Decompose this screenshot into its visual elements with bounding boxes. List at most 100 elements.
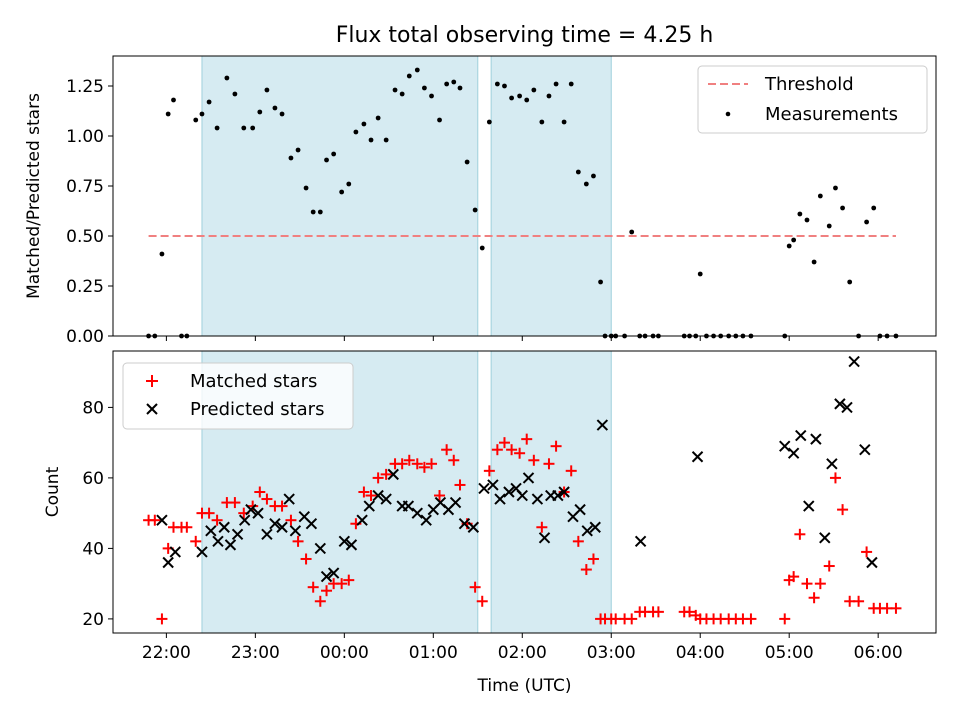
matched-star-point-40 — [441, 444, 453, 456]
bottom-panel: 20 40 60 80 22:00 23:00 00:00 01:00 02:00 03:00 0… — [43, 350, 937, 696]
matched-star-point-30 — [365, 490, 377, 502]
predicted-star-point-60 — [795, 429, 807, 442]
measurement-point-20 — [295, 147, 301, 153]
predicted-legend-label: Predicted stars — [190, 399, 324, 420]
predicted-star-point-49 — [552, 489, 564, 502]
matched-star-point-38 — [426, 458, 438, 470]
matched-star-point-86 — [801, 578, 813, 590]
matched-star-point-84 — [788, 571, 800, 583]
measurement-point-35 — [406, 73, 412, 79]
matched-star-point-20 — [292, 535, 304, 547]
matched-star-point-82 — [779, 613, 791, 625]
predicted-star-point-1 — [162, 556, 174, 569]
measurement-point-46 — [486, 119, 492, 125]
measurement-point-89 — [826, 223, 832, 229]
matched-star-point-98 — [890, 602, 902, 614]
predicted-star-point-11 — [252, 507, 264, 519]
measurement-point-28 — [353, 129, 359, 135]
bottom-y-ticks: 20 40 60 80 — [82, 398, 113, 630]
predicted-star-point-4 — [205, 525, 217, 537]
predicted-star-point-14 — [276, 521, 288, 533]
matched-star-point-45 — [476, 595, 488, 607]
measurement-point-26 — [339, 189, 345, 195]
measurement-point-44 — [472, 207, 478, 213]
predicted-star-point-55 — [596, 419, 609, 431]
measurement-point-8 — [199, 111, 205, 117]
measurements-legend-marker — [725, 111, 731, 117]
bottom-xtick-label-0: 22:00 — [142, 643, 191, 663]
matched-star-point-7 — [190, 535, 202, 547]
matched-star-point-12 — [229, 497, 241, 509]
measurement-point-37 — [422, 85, 427, 91]
top-y-ticks: 0.00 0.25 0.50 0.75 1.00 1.25 — [66, 77, 113, 347]
matched-star-point-55 — [550, 440, 562, 452]
matched-star-point-24 — [321, 585, 333, 597]
measurement-point-15 — [257, 109, 263, 115]
matched-star-point-53 — [536, 521, 548, 533]
measurement-point-85 — [797, 211, 803, 217]
matched-star-point-34 — [396, 458, 408, 470]
predicted-star-point-52 — [574, 503, 586, 516]
measurement-point-42 — [457, 85, 463, 91]
measurement-point-22 — [310, 209, 316, 215]
predicted-star-point-12 — [261, 528, 273, 541]
measurement-point-87 — [811, 259, 817, 265]
matched-star-point-27 — [343, 574, 355, 586]
measurement-point-23 — [317, 209, 323, 215]
predicted-star-point-54 — [589, 521, 601, 533]
predicted-star-point-66 — [841, 401, 853, 414]
bottom-xtick-label-4: 02:00 — [498, 643, 547, 663]
bottom-xtick-label-6: 04:00 — [676, 643, 725, 663]
measurement-point-17 — [272, 105, 278, 111]
predicted-star-point-53 — [581, 525, 593, 537]
measurement-point-56 — [561, 119, 567, 125]
measurement-point-4 — [171, 97, 176, 103]
bottom-ytick-label-1: 40 — [82, 539, 104, 559]
matched-star-point-91 — [837, 504, 849, 516]
matched-star-point-44 — [469, 581, 481, 593]
measurement-point-55 — [553, 81, 559, 87]
predicted-star-point-3 — [196, 546, 208, 558]
matched-star-point-26 — [336, 578, 348, 590]
predicted-star-point-2 — [169, 546, 181, 558]
measurement-point-53 — [539, 119, 545, 125]
predicted-star-point-23 — [345, 539, 358, 551]
measurement-point-48 — [502, 83, 507, 89]
matched-legend-label: Matched stars — [190, 371, 317, 392]
predicted-star-point-10 — [245, 503, 257, 516]
bottom-legend-box — [122, 362, 354, 430]
matched-star-point-29 — [358, 486, 370, 498]
predicted-star-point-31 — [411, 507, 423, 519]
bottom-ytick-label-2: 60 — [82, 469, 104, 489]
measurement-point-59 — [583, 181, 589, 187]
predicted-star-point-28 — [387, 468, 399, 481]
predicted-star-point-22 — [338, 535, 351, 548]
predicted-star-point-21 — [327, 567, 340, 579]
matched-star-point-89 — [823, 560, 835, 572]
predicted-star-point-13 — [269, 518, 281, 530]
measurement-point-60 — [591, 173, 596, 179]
matched-star-point-41 — [448, 454, 460, 466]
predicted-star-point-6 — [218, 521, 230, 533]
bottom-axes-frame — [112, 350, 937, 634]
bottom-y-axis-label: Count — [43, 466, 63, 517]
predicted-star-point-37 — [458, 518, 471, 530]
measurement-point-19 — [288, 155, 294, 161]
matched-star-point-90 — [829, 472, 841, 484]
matched-star-point-59 — [580, 564, 592, 576]
matched-star-point-50 — [514, 447, 526, 459]
predicted-star-point-16 — [289, 525, 302, 537]
matched-star-point-93 — [853, 595, 865, 607]
measurement-point-16 — [264, 87, 270, 93]
predicted-star-points — [156, 355, 878, 583]
measurement-point-9 — [206, 99, 212, 105]
predicted-star-point-36 — [449, 496, 462, 509]
measurement-point-31 — [375, 115, 381, 121]
matched-star-point-31 — [372, 472, 384, 484]
predicted-star-point-44 — [516, 489, 528, 502]
predicted-star-point-24 — [356, 514, 368, 526]
measurement-point-57 — [568, 81, 574, 87]
matched-star-point-6 — [181, 521, 193, 533]
measurement-point-10 — [214, 125, 220, 131]
measurement-point-36 — [414, 67, 420, 73]
